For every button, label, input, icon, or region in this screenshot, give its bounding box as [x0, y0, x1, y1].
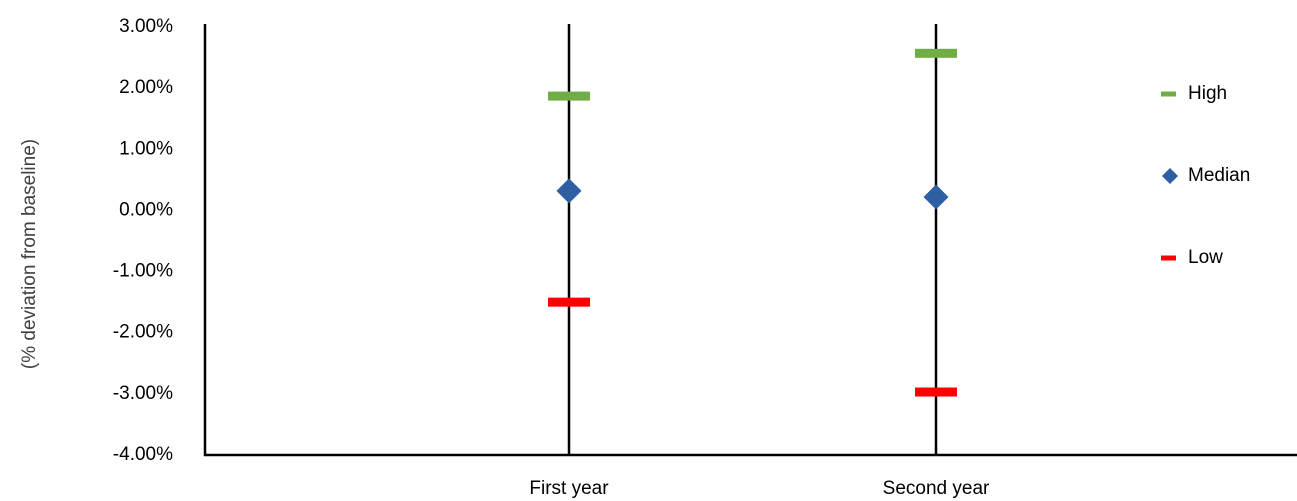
legend-median-key	[1162, 168, 1178, 184]
legend: High Median Low	[1161, 83, 1250, 268]
low-marker	[915, 388, 957, 397]
x-tick-label: Second year	[883, 478, 990, 499]
median-marker	[557, 178, 582, 203]
y-tick-label: 3.00%	[119, 16, 173, 37]
y-tick-label: -2.00%	[113, 322, 173, 343]
legend-median-label: Median	[1188, 165, 1250, 186]
x-tick-labels: First year Second year	[529, 478, 990, 499]
y-tick-label: -4.00%	[113, 444, 173, 465]
y-axis-title-group: (% deviation from baseline)	[19, 139, 40, 369]
legend-low-label: Low	[1188, 247, 1223, 268]
y-tick-labels: 3.00% 2.00% 1.00% 0.00% -1.00% -2.00% -3.00% -4…	[113, 16, 173, 465]
y-tick-label: 2.00%	[119, 77, 173, 98]
y-axis-title: (% deviation from baseline)	[19, 139, 40, 369]
y-tick-label: 0.00%	[119, 199, 173, 220]
low-marker	[548, 298, 590, 307]
median-marker	[924, 184, 949, 209]
x-tick-label: First year	[529, 478, 609, 499]
high-marker	[915, 49, 957, 58]
category-lines	[569, 24, 936, 455]
y-tick-label: -1.00%	[113, 261, 173, 282]
legend-high-label: High	[1188, 83, 1227, 104]
high-marker	[548, 92, 590, 101]
legend-high-key	[1161, 92, 1176, 97]
y-tick-label: -3.00%	[113, 383, 173, 404]
legend-low-key	[1161, 256, 1176, 261]
data-marks	[548, 49, 957, 397]
axes	[204, 24, 1297, 456]
y-tick-label: 1.00%	[119, 138, 173, 159]
